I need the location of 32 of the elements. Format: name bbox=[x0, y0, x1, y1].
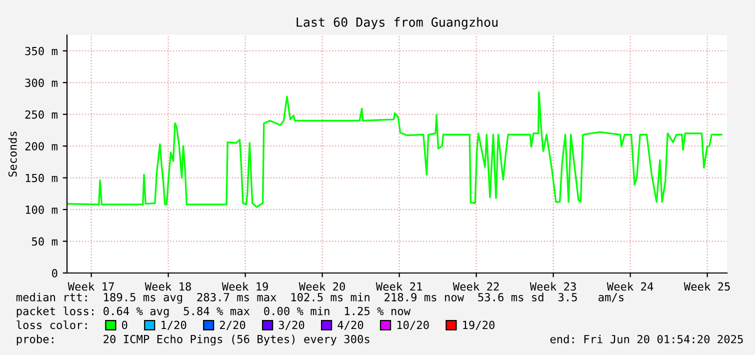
y-tick-label: 150 m bbox=[26, 174, 58, 182]
legend-label: 10/20 bbox=[397, 320, 429, 330]
x-tick-label: Week 22 bbox=[452, 282, 499, 291]
text: probe: 20 ICMP Echo Pings (56 Bytes) every 300s bbox=[16, 334, 370, 346]
chart-title: Last 60 Days from Guangzhou bbox=[296, 17, 498, 30]
legend-label: 2/20 bbox=[220, 320, 246, 330]
y-tick-label: 200 m bbox=[25, 142, 58, 150]
y-tick-label: 300 m bbox=[25, 78, 58, 88]
text: median rtt: 189.5 ms avg 283.7 ms max 102.5 ms min 218.9 ms now 53.6 ms sd 3.5 am/s bbox=[16, 292, 624, 304]
x-tick-label: Week 25 bbox=[684, 282, 730, 291]
legend-label: 1/20 bbox=[162, 320, 186, 330]
y-tick-label: 50 m bbox=[32, 237, 58, 246]
x-tick-label: Week 19 bbox=[222, 282, 268, 291]
x-tick-label: Week 24 bbox=[606, 282, 654, 291]
text: end: Fri Jun 20 01:54:20 2025 bbox=[550, 334, 743, 344]
y-axis-title: Seconds bbox=[8, 132, 17, 177]
x-tick-label: Week 18 bbox=[144, 282, 191, 291]
y-tick-label: 250 m bbox=[25, 110, 58, 119]
legend-label: 3/20 bbox=[278, 320, 304, 330]
y-tick-label: 350 m bbox=[25, 46, 58, 56]
x-tick-label: Week 21 bbox=[376, 282, 422, 291]
x-tick-label: Week 23 bbox=[530, 282, 576, 291]
y-tick-label: 100 m bbox=[26, 206, 58, 214]
legend-label: 0 bbox=[122, 320, 128, 330]
x-tick-label: Week 20 bbox=[298, 282, 345, 291]
text: packet loss: 0.64 % avg 5.84 % max 0.00 % min 1.25 % now bbox=[16, 306, 411, 318]
y-tick-label: 0 bbox=[52, 269, 58, 278]
legend-label: 4/20 bbox=[338, 320, 364, 330]
line-series bbox=[67, 91, 722, 208]
x-tick-label: Week 17 bbox=[68, 282, 114, 291]
legend-label: 19/20 bbox=[463, 320, 494, 330]
legend-title: loss color: bbox=[16, 320, 87, 330]
